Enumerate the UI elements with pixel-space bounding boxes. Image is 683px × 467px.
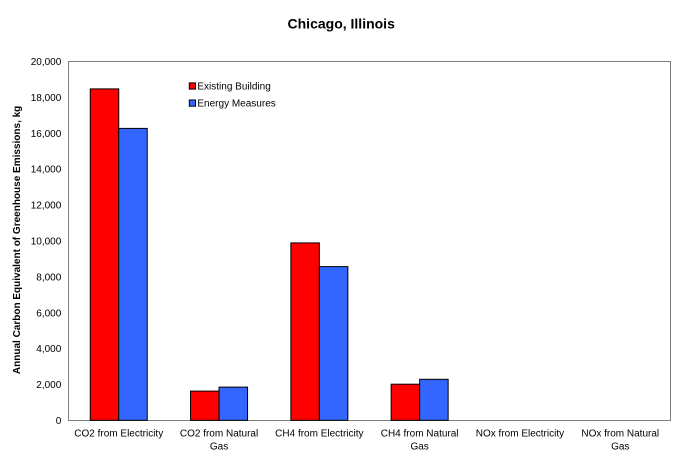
- svg-text:18,000: 18,000: [31, 93, 62, 104]
- svg-text:Chicago, Illinois: Chicago, Illinois: [288, 16, 396, 32]
- svg-text:CH4 from Electricity: CH4 from Electricity: [275, 429, 363, 440]
- svg-text:Gas: Gas: [210, 442, 228, 453]
- svg-text:0: 0: [56, 416, 62, 427]
- svg-text:10,000: 10,000: [31, 237, 62, 248]
- svg-text:14,000: 14,000: [31, 165, 62, 176]
- svg-text:16,000: 16,000: [31, 129, 62, 140]
- svg-text:CH4 from Natural: CH4 from Natural: [381, 429, 459, 440]
- svg-text:CO2 from Natural: CO2 from Natural: [180, 429, 258, 440]
- svg-text:NOx from Electricity: NOx from Electricity: [476, 429, 564, 440]
- svg-text:Annual Carbon Equivalent of Gr: Annual Carbon Equivalent of Greenhouse E…: [12, 106, 23, 374]
- svg-text:Existing Building: Existing Building: [197, 82, 270, 93]
- svg-text:NOx from Natural: NOx from Natural: [581, 429, 659, 440]
- svg-text:Gas: Gas: [611, 442, 629, 453]
- svg-text:12,000: 12,000: [31, 201, 62, 212]
- svg-text:4,000: 4,000: [36, 344, 61, 355]
- svg-text:8,000: 8,000: [36, 272, 61, 283]
- svg-text:6,000: 6,000: [36, 308, 61, 319]
- svg-text:20,000: 20,000: [31, 57, 62, 68]
- svg-text:Gas: Gas: [410, 442, 428, 453]
- svg-text:CO2 from Electricity: CO2 from Electricity: [74, 429, 163, 440]
- svg-text:Energy Measures: Energy Measures: [197, 99, 275, 110]
- svg-text:2,000: 2,000: [36, 380, 61, 391]
